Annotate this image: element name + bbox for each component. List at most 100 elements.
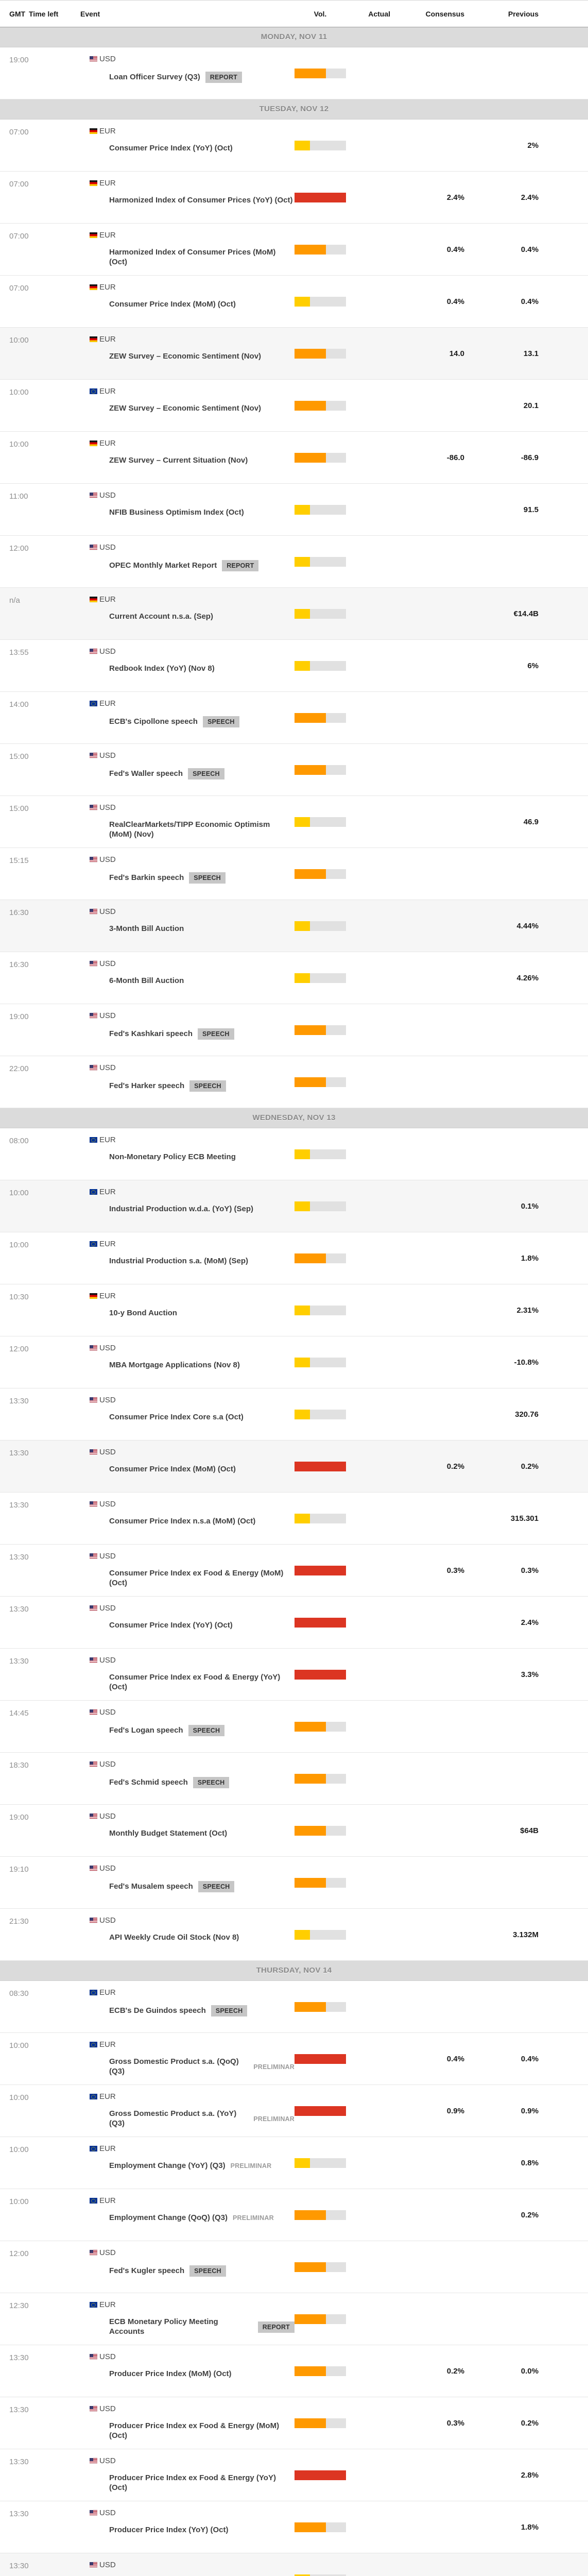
event-name[interactable]: Consumer Price Index (YoY) (Oct)	[109, 1621, 233, 1630]
event-row[interactable]: 19:00 USD Fed's Kashkari speech SPEECH	[0, 1004, 588, 1056]
event-name[interactable]: ECB's De Guindos speech	[109, 2006, 206, 2015]
event-name[interactable]: Fed's Schmid speech	[109, 1777, 188, 1787]
event-row[interactable]: 14:00 EUR ECB's Cipollone speech SPEECH	[0, 692, 588, 744]
event-name[interactable]: 10-y Bond Auction	[109, 1309, 177, 1317]
event-name[interactable]: Fed's Kugler speech	[109, 2266, 185, 2275]
event-row[interactable]: 13:30 USD Consumer Price Index ex Food & E…	[0, 1649, 588, 1701]
event-row[interactable]: 12:00 USD OPEC Monthly Market Report REPORT	[0, 536, 588, 588]
event-row[interactable]: 10:00 EUR Employment Change (YoY) (Q3) PREL…	[0, 2137, 588, 2189]
event-row[interactable]: 10:30 EUR 10-y Bond Auction 2.31%	[0, 1284, 588, 1336]
event-row[interactable]: 10:00 EUR Gross Domestic Product s.a. (QoQ…	[0, 2033, 588, 2085]
event-row[interactable]: 13:30 USD Producer Price Index (MoM) (Oct)…	[0, 2345, 588, 2397]
event-row[interactable]: 13:30 USDContinuing Jobless Claims (Nov 1…	[0, 2553, 588, 2576]
event-row[interactable]: 12:00 USD Fed's Kugler speech SPEECH	[0, 2241, 588, 2293]
event-name[interactable]: Fed's Harker speech	[109, 1081, 185, 1090]
event-name[interactable]: RealClearMarkets/TIPP Economic Optimism …	[109, 820, 270, 839]
event-name[interactable]: Producer Price Index (MoM) (Oct)	[109, 2369, 232, 2378]
event-row[interactable]: n/a EUR Current Account n.s.a. (Sep) €14.4B	[0, 588, 588, 640]
event-row[interactable]: 13:30 USD Consumer Price Index n.s.a (MoM)…	[0, 1493, 588, 1545]
event-row[interactable]: 19:00 USD Loan Officer Survey (Q3) REPORT	[0, 47, 588, 99]
event-row[interactable]: 13:30 USD Producer Price Index ex Food & E…	[0, 2449, 588, 2501]
event-name[interactable]: Non-Monetary Policy ECB Meeting	[109, 1153, 236, 1161]
event-name[interactable]: Gross Domestic Product s.a. (YoY) (Q3)	[109, 2109, 237, 2128]
event-row[interactable]: 10:00 EUR Industrial Production w.d.a. (Yo…	[0, 1180, 588, 1232]
event-row[interactable]: 13:30 USD Consumer Price Index (MoM) (Oct)…	[0, 1440, 588, 1493]
event-row[interactable]: 16:30 USD 3-Month Bill Auction 4.44%	[0, 900, 588, 952]
event-row[interactable]: 07:00 EUR Harmonized Index of Consumer Pri…	[0, 172, 588, 224]
event-row[interactable]: 16:30 USD 6-Month Bill Auction 4.26%	[0, 952, 588, 1004]
event-row[interactable]: 12:00 USD MBA Mortgage Applications (Nov 8…	[0, 1336, 588, 1388]
event-row[interactable]: 08:00 EUR Non-Monetary Policy ECB Meeting	[0, 1128, 588, 1180]
event-row[interactable]: 13:30 USD Producer Price Index (YoY) (Oct)…	[0, 2501, 588, 2553]
event-name[interactable]: Industrial Production w.d.a. (YoY) (Sep)	[109, 1205, 254, 1213]
event-row[interactable]: 10:00 EUR ZEW Survey – Economic Sentiment …	[0, 328, 588, 380]
event-name[interactable]: Fed's Kashkari speech	[109, 1029, 193, 1038]
event-name[interactable]: Consumer Price Index Core s.a (Oct)	[109, 1413, 244, 1421]
event-row[interactable]: 13:30 USD Consumer Price Index Core s.a (O…	[0, 1388, 588, 1440]
event-row[interactable]: 13:30 USD Consumer Price Index (YoY) (Oct)…	[0, 1597, 588, 1649]
event-row[interactable]: 14:45 USD Fed's Logan speech SPEECH	[0, 1701, 588, 1753]
event-name[interactable]: Harmonized Index of Consumer Prices (MoM…	[109, 248, 276, 266]
event-name[interactable]: Consumer Price Index n.s.a (MoM) (Oct)	[109, 1517, 256, 1526]
event-line: Industrial Production s.a. (MoM) (Sep)	[79, 1257, 295, 1266]
event-row[interactable]: 15:15 USD Fed's Barkin speech SPEECH	[0, 848, 588, 900]
event-name[interactable]: ECB's Cipollone speech	[109, 717, 198, 726]
event-name[interactable]: Fed's Logan speech	[109, 1725, 183, 1735]
event-name[interactable]: ZEW Survey – Current Situation (Nov)	[109, 456, 248, 465]
event-name[interactable]: Consumer Price Index ex Food & Energy (Y…	[109, 1673, 281, 1691]
event-name[interactable]: Gross Domestic Product s.a. (QoQ) (Q3)	[109, 2057, 239, 2076]
volatility-cell	[295, 2314, 346, 2324]
event-row[interactable]: 13:30 USD Consumer Price Index ex Food & E…	[0, 1545, 588, 1597]
event-name[interactable]: Fed's Musalem speech	[109, 1882, 193, 1891]
event-name[interactable]: Fed's Barkin speech	[109, 873, 184, 882]
event-row[interactable]: 10:00 EUR Industrial Production s.a. (MoM)…	[0, 1232, 588, 1284]
event-row[interactable]: 21:30 USD API Weekly Crude Oil Stock (Nov …	[0, 1909, 588, 1961]
event-name[interactable]: Producer Price Index ex Food & Energy (Y…	[109, 2473, 276, 2492]
event-name[interactable]: Consumer Price Index (MoM) (Oct)	[109, 300, 236, 309]
event-name[interactable]: API Weekly Crude Oil Stock (Nov 8)	[109, 1933, 239, 1942]
volatility-bar	[295, 2418, 346, 2428]
event-name[interactable]: Fed's Waller speech	[109, 769, 183, 778]
event-main: USD API Weekly Crude Oil Stock (Nov 8)	[79, 1909, 295, 1943]
event-row[interactable]: 11:00 USD NFIB Business Optimism Index (Oc…	[0, 484, 588, 536]
event-row[interactable]: 10:00 EUR ZEW Survey – Economic Sentiment …	[0, 380, 588, 432]
event-name[interactable]: Current Account n.s.a. (Sep)	[109, 612, 213, 621]
event-row[interactable]: 12:30 EUR ECB Monetary Policy Meeting Acco…	[0, 2293, 588, 2345]
event-row[interactable]: 07:00 EUR Harmonized Index of Consumer Pri…	[0, 224, 588, 276]
event-row[interactable]: 15:00 USD Fed's Waller speech SPEECH	[0, 744, 588, 796]
event-name[interactable]: Consumer Price Index ex Food & Energy (M…	[109, 1569, 284, 1587]
event-row[interactable]: 19:00 USD Monthly Budget Statement (Oct) $6…	[0, 1805, 588, 1857]
event-name[interactable]: MBA Mortgage Applications (Nov 8)	[109, 1361, 240, 1369]
event-row[interactable]: 18:30 USD Fed's Schmid speech SPEECH	[0, 1753, 588, 1805]
event-name[interactable]: ECB Monetary Policy Meeting Accounts	[109, 2317, 218, 2336]
event-row[interactable]: 08:30 EUR ECB's De Guindos speech SPEECH	[0, 1981, 588, 2033]
currency-line: EUR	[79, 127, 295, 135]
event-name[interactable]: Loan Officer Survey (Q3)	[109, 72, 200, 81]
event-name[interactable]: Monthly Budget Statement (Oct)	[109, 1829, 228, 1838]
event-name[interactable]: ZEW Survey – Economic Sentiment (Nov)	[109, 404, 262, 413]
event-name[interactable]: Employment Change (QoQ) (Q3)	[109, 2213, 228, 2222]
event-name[interactable]: 3-Month Bill Auction	[109, 924, 184, 933]
event-name[interactable]: Employment Change (YoY) (Q3)	[109, 2161, 226, 2170]
event-row[interactable]: 10:00 EUR Gross Domestic Product s.a. (YoY…	[0, 2085, 588, 2137]
event-row[interactable]: 07:00 EUR Consumer Price Index (YoY) (Oct)…	[0, 120, 588, 172]
event-name[interactable]: ZEW Survey – Economic Sentiment (Nov)	[109, 352, 262, 361]
event-name[interactable]: Consumer Price Index (YoY) (Oct)	[109, 144, 233, 152]
event-row[interactable]: 13:30 USD Producer Price Index ex Food & E…	[0, 2397, 588, 2449]
event-row[interactable]: 15:00 USD RealClearMarkets/TIPP Economic O…	[0, 796, 588, 848]
event-name[interactable]: 6-Month Bill Auction	[109, 976, 184, 985]
event-row[interactable]: 22:00 USD Fed's Harker speech SPEECH	[0, 1056, 588, 1108]
event-name[interactable]: NFIB Business Optimism Index (Oct)	[109, 508, 244, 517]
event-name[interactable]: Producer Price Index ex Food & Energy (M…	[109, 2421, 280, 2440]
event-row[interactable]: 10:00 EUR ZEW Survey – Current Situation (…	[0, 432, 588, 484]
event-row[interactable]: 10:00 EUR Employment Change (QoQ) (Q3) PREL…	[0, 2189, 588, 2241]
event-name[interactable]: Industrial Production s.a. (MoM) (Sep)	[109, 1257, 248, 1265]
event-name[interactable]: Redbook Index (YoY) (Nov 8)	[109, 664, 215, 673]
event-row[interactable]: 07:00 EUR Consumer Price Index (MoM) (Oct)…	[0, 276, 588, 328]
event-name[interactable]: OPEC Monthly Market Report	[109, 561, 217, 570]
event-name[interactable]: Producer Price Index (YoY) (Oct)	[109, 2526, 229, 2534]
event-row[interactable]: 13:55 USD Redbook Index (YoY) (Nov 8) 6%	[0, 640, 588, 692]
event-name[interactable]: Consumer Price Index (MoM) (Oct)	[109, 1465, 236, 1473]
event-row[interactable]: 19:10 USD Fed's Musalem speech SPEECH	[0, 1857, 588, 1909]
event-name[interactable]: Harmonized Index of Consumer Prices (YoY…	[109, 196, 293, 205]
